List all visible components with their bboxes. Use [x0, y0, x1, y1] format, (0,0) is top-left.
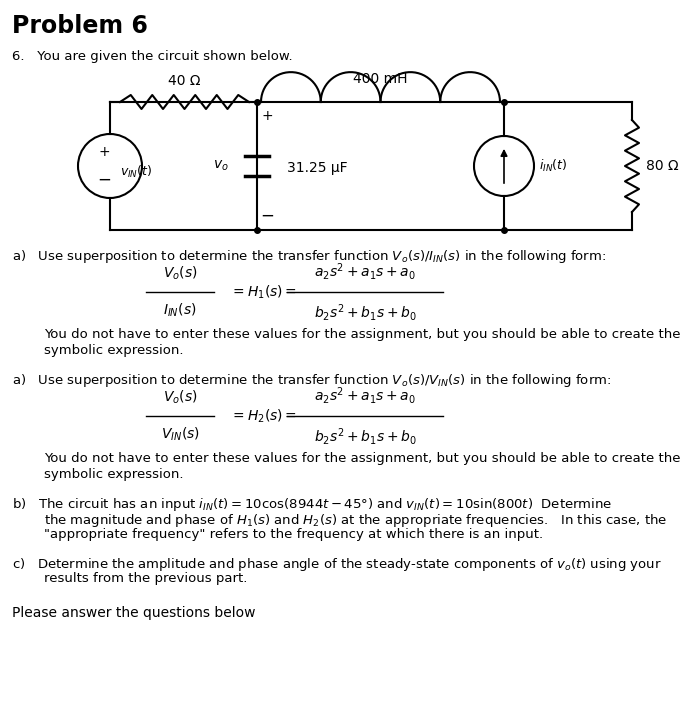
Text: $V_{IN}(s)$: $V_{IN}(s)$: [160, 426, 199, 444]
Text: $b_2s^2 + b_1s + b_0$: $b_2s^2 + b_1s + b_0$: [314, 426, 416, 447]
Text: a)   Use superposition to determine the transfer function $V_o(s)/I_{IN}(s)$ in : a) Use superposition to determine the tr…: [12, 248, 606, 265]
Text: "appropriate frequency" refers to the frequency at which there is an input.: "appropriate frequency" refers to the fr…: [44, 528, 543, 541]
Text: the magnitude and phase of $H_1(s)$ and $H_2(s)$ at the appropriate frequencies.: the magnitude and phase of $H_1(s)$ and …: [44, 512, 667, 529]
Text: +: +: [261, 109, 273, 123]
Text: +: +: [98, 145, 110, 159]
Text: a)   Use superposition to determine the transfer function $V_o(s)/V_{IN}(s)$ in : a) Use superposition to determine the tr…: [12, 372, 611, 389]
Text: $i_{IN}(t)$: $i_{IN}(t)$: [539, 158, 568, 174]
Text: $I_{IN}(s)$: $I_{IN}(s)$: [163, 302, 196, 320]
Text: $a_2s^2 + a_1s + a_0$: $a_2s^2 + a_1s + a_0$: [314, 261, 416, 282]
Text: Please answer the questions below: Please answer the questions below: [12, 606, 255, 620]
Text: symbolic expression.: symbolic expression.: [44, 468, 183, 481]
Text: Problem 6: Problem 6: [12, 14, 148, 38]
Text: $v_o$: $v_o$: [213, 159, 229, 173]
Text: You do not have to enter these values for the assignment, but you should be able: You do not have to enter these values fo…: [44, 452, 681, 465]
Text: $= H_1(s) =$: $= H_1(s) =$: [230, 283, 297, 301]
Text: 400 mH: 400 mH: [353, 72, 408, 86]
Text: $= H_2(s) =$: $= H_2(s) =$: [230, 408, 297, 425]
Text: 6.   You are given the circuit shown below.: 6. You are given the circuit shown below…: [12, 50, 293, 63]
Text: c)   Determine the amplitude and phase angle of the steady-state components of $: c) Determine the amplitude and phase ang…: [12, 556, 661, 573]
Text: −: −: [260, 207, 274, 225]
Text: You do not have to enter these values for the assignment, but you should be able: You do not have to enter these values fo…: [44, 328, 681, 341]
Text: 40 Ω: 40 Ω: [168, 74, 201, 88]
Text: symbolic expression.: symbolic expression.: [44, 344, 183, 357]
Text: $v_{IN}(t)$: $v_{IN}(t)$: [120, 164, 153, 180]
Text: b)   The circuit has an input $i_{IN}(t) = 10\cos(8944t - 45°)$ and $v_{IN}(t) =: b) The circuit has an input $i_{IN}(t) =…: [12, 496, 612, 513]
Text: 80 Ω: 80 Ω: [646, 159, 679, 173]
Text: 31.25 μF: 31.25 μF: [287, 161, 348, 175]
Text: $a_2s^2 + a_1s + a_0$: $a_2s^2 + a_1s + a_0$: [314, 385, 416, 406]
Text: −: −: [97, 171, 111, 189]
Text: $V_o(s)$: $V_o(s)$: [162, 265, 197, 282]
Text: $b_2s^2 + b_1s + b_0$: $b_2s^2 + b_1s + b_0$: [314, 302, 416, 323]
Text: results from the previous part.: results from the previous part.: [44, 572, 247, 585]
Text: $V_o(s)$: $V_o(s)$: [162, 388, 197, 406]
